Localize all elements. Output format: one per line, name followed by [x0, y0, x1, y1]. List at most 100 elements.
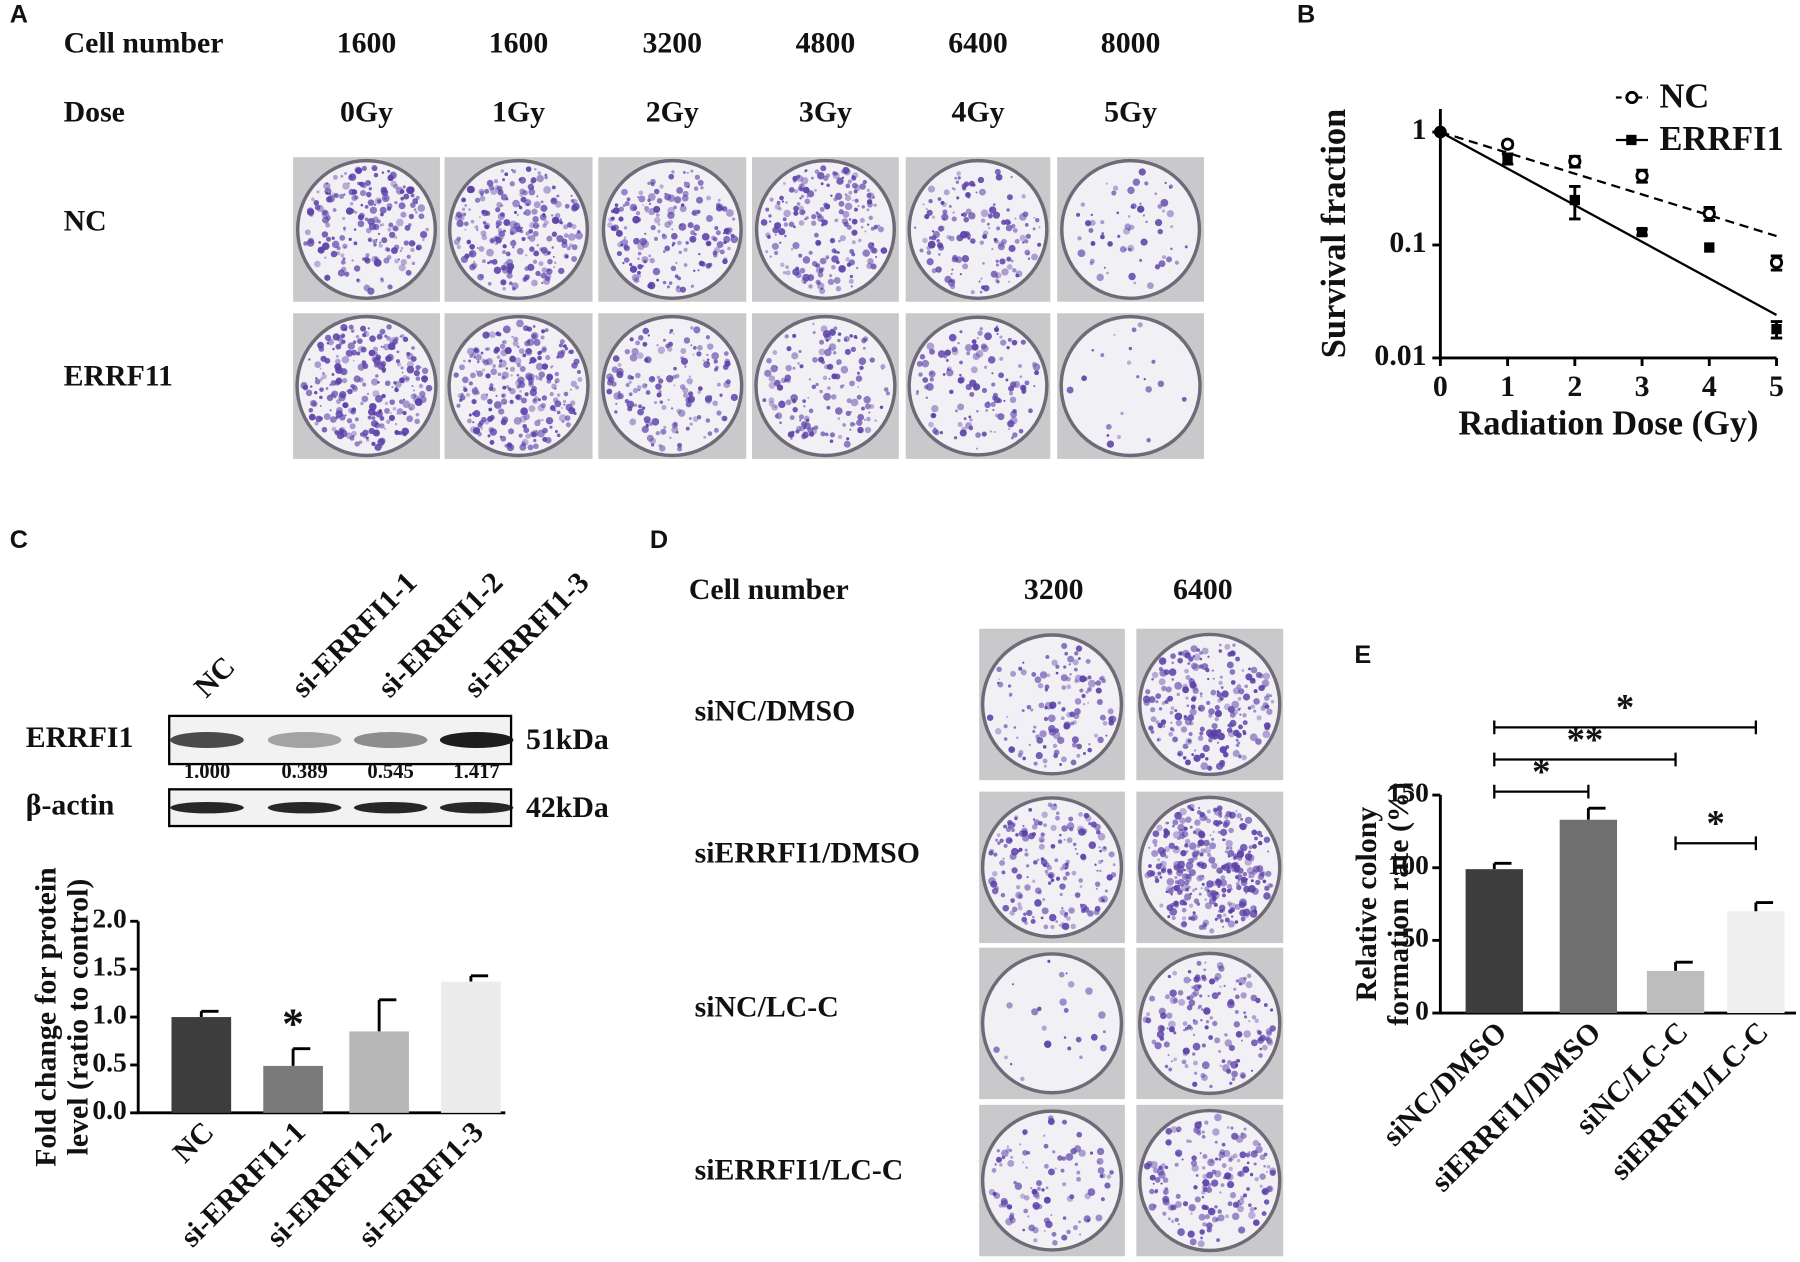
colony	[1068, 663, 1071, 666]
colony	[1180, 850, 1187, 857]
colony	[532, 398, 538, 405]
colony	[1193, 976, 1200, 983]
dish	[754, 158, 896, 301]
colony	[840, 169, 845, 174]
colony	[1039, 671, 1048, 679]
colony	[1269, 1025, 1276, 1032]
colony	[863, 396, 871, 404]
colony	[504, 346, 512, 355]
colony	[1095, 887, 1098, 890]
colony	[423, 376, 426, 380]
colony	[386, 419, 391, 424]
error-bar	[1674, 960, 1693, 971]
colony	[815, 279, 821, 285]
colony	[1192, 911, 1196, 915]
colony	[799, 267, 806, 274]
colony	[1099, 714, 1106, 721]
colony	[529, 222, 536, 229]
colony	[994, 239, 999, 244]
colony	[1189, 825, 1193, 829]
colony	[1227, 998, 1235, 1006]
colony	[832, 171, 837, 176]
colony	[928, 421, 934, 428]
y-axis-label: formation rate (%)	[1382, 782, 1415, 1025]
colony	[790, 437, 793, 440]
colony	[412, 198, 419, 204]
colony	[1199, 1152, 1202, 1155]
colony	[1040, 832, 1045, 837]
colony	[1214, 709, 1223, 718]
colony	[608, 217, 613, 223]
colony	[468, 413, 472, 417]
colony	[368, 222, 377, 231]
colony	[810, 220, 817, 226]
colony	[1216, 867, 1223, 874]
colony	[1201, 1190, 1206, 1195]
colony	[999, 356, 1004, 361]
y-tick-label: 1.5	[92, 950, 126, 981]
colony	[1182, 1021, 1188, 1026]
colony	[1100, 220, 1105, 225]
colony	[342, 182, 350, 190]
colony	[478, 246, 485, 252]
colony	[979, 290, 983, 294]
colony	[534, 420, 541, 427]
colony	[931, 230, 935, 233]
colony	[703, 435, 707, 439]
colony	[1218, 965, 1225, 972]
colony	[1217, 1209, 1222, 1214]
dish	[980, 796, 1124, 939]
colony	[650, 443, 655, 447]
colony	[690, 230, 696, 236]
colony	[365, 191, 372, 198]
bar	[171, 1017, 232, 1113]
colony	[563, 233, 569, 238]
colony	[1226, 869, 1231, 874]
colony	[959, 330, 963, 334]
colony	[1201, 1074, 1208, 1081]
colony	[1214, 917, 1218, 921]
colony	[1212, 1020, 1218, 1027]
colony	[632, 387, 639, 394]
colony	[314, 204, 321, 211]
colony	[371, 416, 376, 420]
colony	[324, 274, 331, 281]
colony	[940, 200, 945, 205]
colony	[1232, 1201, 1240, 1208]
colony	[916, 360, 923, 367]
colony	[319, 387, 324, 392]
colony	[470, 219, 475, 224]
colony	[332, 333, 340, 341]
colony	[491, 259, 498, 265]
colony	[1218, 1157, 1222, 1161]
colony	[1183, 868, 1186, 872]
colony	[803, 281, 806, 284]
colony	[1103, 266, 1106, 269]
colony	[808, 408, 814, 414]
colony	[1207, 852, 1212, 857]
colony	[1032, 818, 1036, 821]
colony	[1005, 224, 1013, 232]
plate	[1136, 791, 1284, 944]
colony	[838, 209, 844, 215]
colony	[542, 213, 546, 218]
colony	[374, 197, 383, 205]
colony	[388, 414, 395, 421]
colony	[1189, 677, 1193, 681]
colony	[1020, 1076, 1025, 1082]
colony	[988, 213, 993, 219]
colony	[1226, 883, 1233, 890]
colony	[1236, 850, 1245, 858]
colony	[563, 403, 566, 406]
colony	[361, 165, 367, 171]
colony	[798, 414, 805, 420]
colony	[512, 340, 519, 347]
colony	[1012, 822, 1016, 827]
colony	[1087, 747, 1092, 753]
colony	[785, 399, 792, 406]
colony	[347, 388, 353, 395]
colony	[1034, 887, 1042, 894]
colony	[1212, 1128, 1220, 1136]
colony	[1188, 999, 1196, 1007]
colony	[1040, 857, 1045, 861]
